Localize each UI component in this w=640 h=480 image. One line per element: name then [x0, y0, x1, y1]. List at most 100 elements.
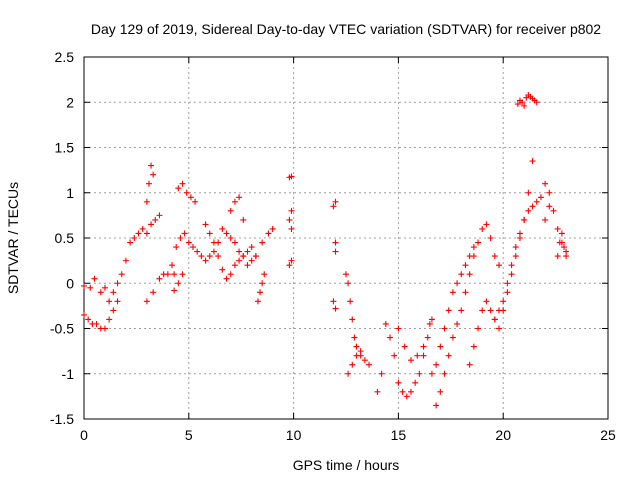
data-point	[265, 230, 272, 237]
data-point	[504, 289, 511, 296]
data-point	[483, 298, 490, 305]
y-tick-label: 1	[66, 185, 74, 201]
data-point	[231, 198, 238, 205]
data-point	[556, 239, 563, 246]
data-point	[286, 262, 293, 269]
data-point	[483, 221, 490, 228]
data-point	[433, 402, 440, 409]
x-tick-label: 5	[185, 427, 193, 443]
data-point	[387, 334, 394, 341]
data-point	[475, 239, 482, 246]
data-point	[118, 271, 125, 278]
data-point	[91, 275, 98, 282]
series-track-h	[202, 221, 259, 282]
data-point	[512, 253, 519, 260]
data-point	[152, 216, 159, 223]
data-point	[554, 253, 561, 260]
data-point	[139, 225, 146, 232]
data-point	[345, 280, 352, 287]
data-point	[236, 257, 243, 264]
data-point	[248, 244, 255, 251]
data-point	[349, 361, 356, 368]
data-point	[248, 257, 255, 264]
series-track-m	[286, 257, 295, 269]
data-point	[231, 239, 238, 246]
data-point	[420, 343, 427, 350]
data-point	[114, 280, 121, 287]
data-point	[81, 282, 87, 289]
data-point	[145, 180, 152, 187]
x-axis-label: GPS time / hours	[293, 457, 400, 473]
data-point	[171, 287, 178, 294]
data-point	[491, 253, 498, 260]
data-point	[454, 280, 461, 287]
data-point	[428, 316, 435, 323]
data-point	[445, 352, 452, 359]
data-point	[219, 225, 226, 232]
data-point	[349, 316, 356, 323]
data-point	[332, 305, 339, 312]
data-point	[150, 171, 157, 178]
data-point	[407, 388, 414, 395]
data-point	[508, 271, 515, 278]
y-tick-label: 1.5	[55, 140, 75, 156]
data-point	[254, 298, 261, 305]
data-point	[210, 239, 217, 246]
data-point	[169, 262, 176, 269]
data-point	[533, 198, 540, 205]
series-track-p	[330, 298, 339, 312]
data-point	[288, 173, 295, 180]
data-point	[81, 311, 87, 318]
data-point	[227, 207, 234, 214]
data-point	[148, 221, 155, 228]
y-tick-label: -1	[62, 366, 75, 382]
data-point	[131, 235, 138, 241]
data-point	[244, 248, 251, 255]
data-point	[227, 271, 234, 278]
data-point	[210, 248, 217, 255]
x-tick-labels: 0 5 10 15 20 25	[80, 427, 616, 443]
series-track-aa	[554, 230, 570, 260]
data-point	[426, 320, 433, 327]
data-point	[366, 361, 373, 368]
data-point	[546, 189, 553, 196]
data-point	[496, 262, 503, 269]
data-point	[525, 189, 532, 196]
data-point	[192, 198, 199, 205]
data-point	[114, 298, 121, 305]
data-point	[479, 307, 486, 314]
data-point	[563, 248, 570, 255]
data-point	[521, 216, 528, 223]
data-point	[223, 230, 230, 237]
data-point	[269, 225, 276, 232]
data-point	[353, 343, 360, 350]
y-tick-label: 2.5	[55, 49, 75, 65]
data-point	[529, 203, 536, 210]
data-point	[466, 361, 473, 368]
data-point	[87, 284, 94, 291]
data-point	[504, 280, 511, 287]
data-point	[93, 320, 100, 327]
data-point	[175, 185, 182, 192]
data-point	[227, 235, 234, 241]
data-point	[97, 289, 104, 296]
data-point	[529, 158, 536, 165]
data-point	[185, 239, 192, 246]
data-point	[466, 253, 473, 260]
series-track-r	[345, 348, 364, 377]
y-tick-labels: -1.5 -1 -0.5 0 0.5 1 1.5 2 2.5	[50, 49, 74, 427]
data-point	[395, 379, 402, 386]
data-point	[437, 343, 444, 350]
y-tick-label: 2	[66, 94, 74, 110]
data-point	[458, 307, 465, 314]
data-point	[496, 325, 503, 332]
series-track-l	[286, 207, 295, 232]
series-track-n	[330, 198, 339, 210]
data-point	[470, 343, 477, 350]
series-track-o	[332, 239, 339, 255]
series-track-i	[227, 194, 247, 223]
data-point	[407, 357, 414, 364]
data-point	[395, 325, 402, 332]
data-point	[560, 244, 567, 251]
data-point	[542, 180, 549, 187]
